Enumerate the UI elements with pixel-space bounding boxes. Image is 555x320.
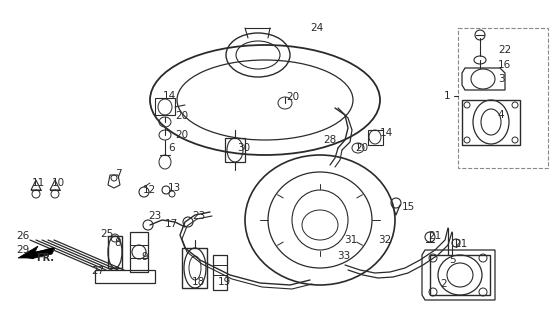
- Text: 10: 10: [52, 178, 65, 188]
- Text: 27: 27: [91, 266, 104, 276]
- Text: 23: 23: [148, 211, 162, 221]
- Text: 14: 14: [380, 128, 393, 138]
- Text: FR.: FR.: [36, 253, 54, 263]
- Text: 20: 20: [355, 143, 368, 153]
- Text: 18: 18: [192, 277, 205, 287]
- Text: 21: 21: [454, 239, 467, 249]
- Text: 14: 14: [163, 91, 176, 101]
- Text: 16: 16: [498, 60, 511, 70]
- Text: 19: 19: [218, 277, 231, 287]
- Polygon shape: [18, 246, 55, 258]
- Text: 20: 20: [175, 130, 188, 140]
- Text: 13: 13: [168, 183, 181, 193]
- Text: 23: 23: [192, 211, 205, 221]
- Text: 25: 25: [100, 229, 113, 239]
- Text: 7: 7: [115, 169, 122, 179]
- Text: 29: 29: [16, 245, 29, 255]
- Text: 4: 4: [497, 110, 503, 120]
- Text: 32: 32: [378, 235, 391, 245]
- Text: 26: 26: [16, 231, 29, 241]
- Text: 8: 8: [114, 238, 120, 248]
- Text: 22: 22: [498, 45, 511, 55]
- Text: 3: 3: [498, 74, 504, 84]
- Text: 31: 31: [344, 235, 357, 245]
- Text: 33: 33: [337, 251, 350, 261]
- Text: 5: 5: [449, 255, 456, 265]
- Text: 30: 30: [237, 143, 250, 153]
- Bar: [458, 28, 548, 168]
- Text: 11: 11: [32, 178, 46, 188]
- Text: 28: 28: [323, 135, 336, 145]
- Text: 1: 1: [444, 91, 451, 101]
- Text: 17: 17: [165, 219, 178, 229]
- Text: 24: 24: [310, 23, 323, 33]
- Text: 15: 15: [402, 202, 415, 212]
- Text: 9: 9: [141, 252, 148, 262]
- Text: 20: 20: [286, 92, 299, 102]
- Text: 20: 20: [175, 111, 188, 121]
- Text: 21: 21: [428, 231, 441, 241]
- Text: 6: 6: [168, 143, 175, 153]
- Text: 2: 2: [440, 279, 447, 289]
- Text: 12: 12: [143, 185, 157, 195]
